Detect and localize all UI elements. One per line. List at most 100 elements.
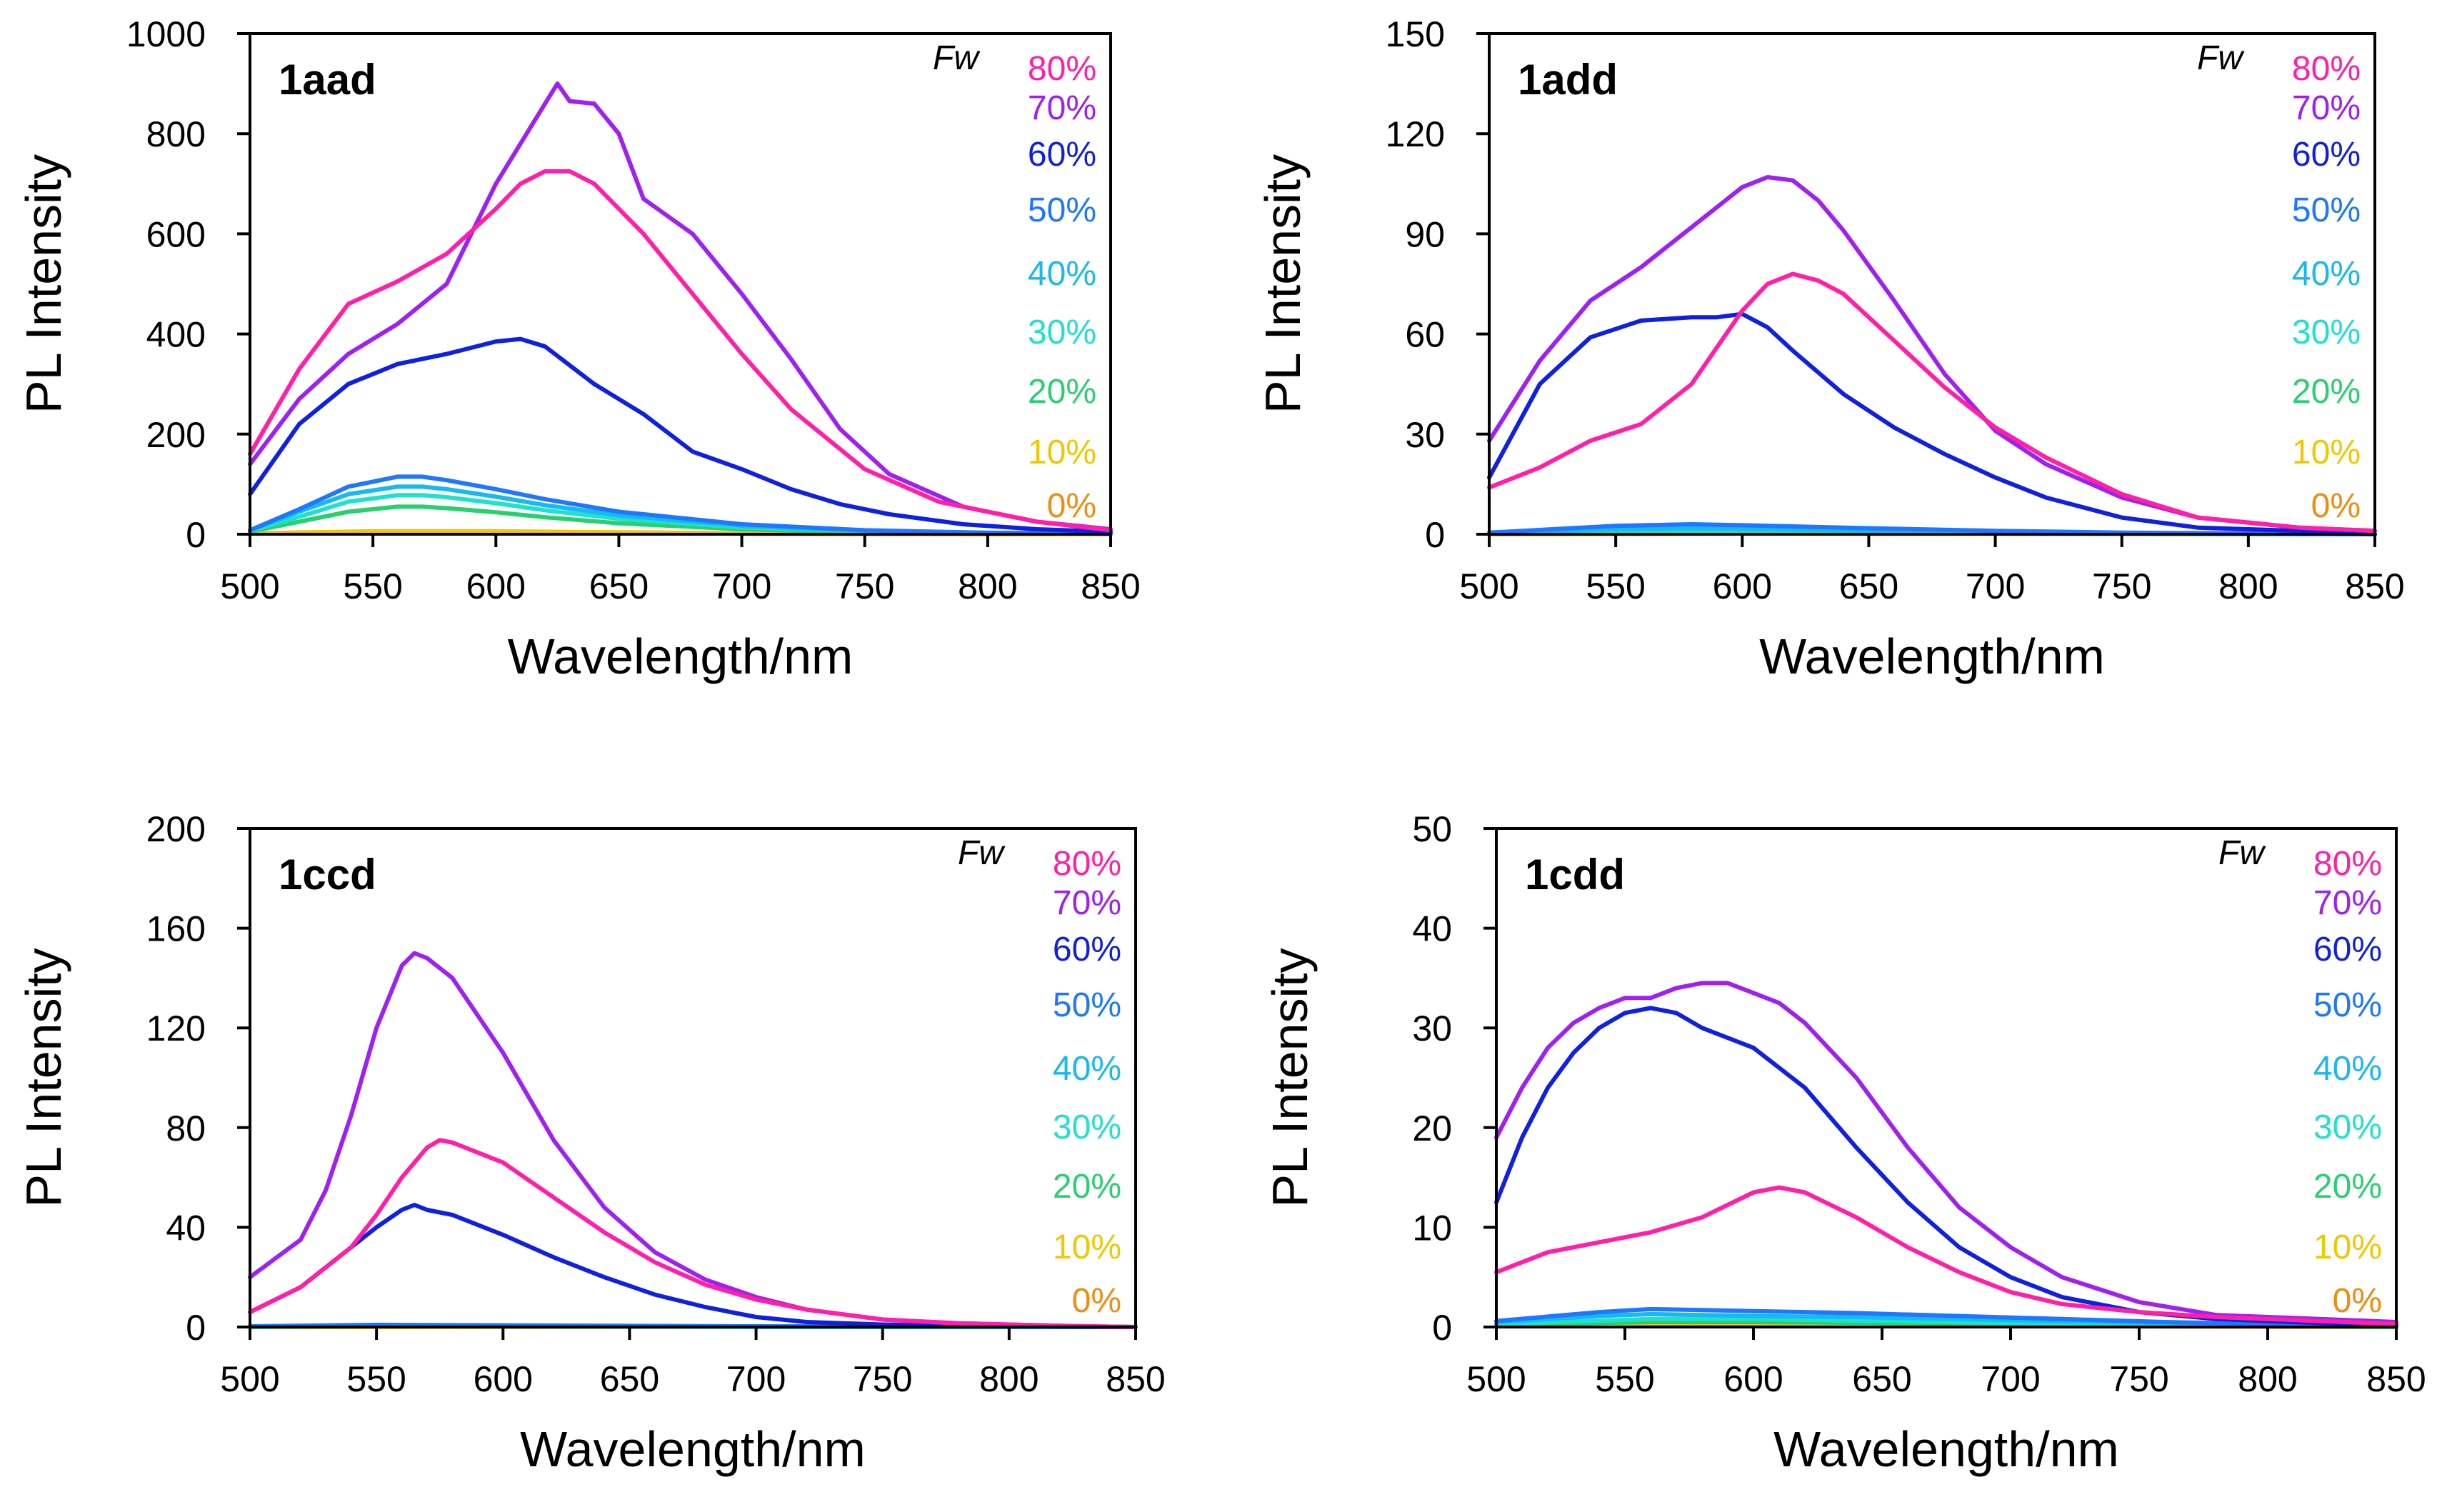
x-axis-label: Wavelength/nm: [520, 1421, 866, 1477]
legend-entry-40pct: 40%: [2313, 1050, 2382, 1088]
legend-entry-70pct: 70%: [1028, 89, 1096, 127]
series-line-60pct: [248, 1203, 1138, 1329]
series-group: [1494, 981, 2398, 1329]
x-tick-label: 800: [2218, 566, 2278, 606]
x-tick-label: 750: [2092, 566, 2151, 606]
x-tick-label: 500: [220, 566, 279, 606]
legend-entry-40pct: 40%: [2292, 255, 2361, 293]
legend-entry-70pct: 70%: [2313, 884, 2382, 922]
legend-entry-30pct: 30%: [1053, 1108, 1121, 1146]
y-tick-label: 200: [146, 809, 206, 849]
x-tick-label: 700: [1981, 1359, 2040, 1399]
x-tick-label: 600: [474, 1359, 533, 1399]
panel-1ccd: 500 550 600 650 700 750 800 850 0 40 80 120 160 200 Wa…: [16, 809, 1166, 1477]
x-tick-label: 750: [853, 1359, 912, 1399]
y-tick-label: 120: [146, 1008, 206, 1048]
legend-entry-10pct: 10%: [1028, 434, 1096, 471]
legend-entry-10pct: 10%: [2292, 434, 2361, 471]
legend-entry-50pct: 50%: [1053, 986, 1121, 1024]
series-line-60pct: [248, 336, 1113, 534]
legend-entry-30pct: 30%: [1028, 314, 1096, 351]
y-tick-label: 150: [1386, 14, 1445, 54]
y-tick-label: 200: [146, 415, 206, 455]
legend-entry-60pct: 60%: [2292, 136, 2361, 174]
legend-entry-20pct: 20%: [2292, 373, 2361, 411]
y-tick-label: 60: [1405, 315, 1445, 355]
legend-entry-40pct: 40%: [1028, 255, 1096, 293]
legend: Fw 80%70% 60% 50% 40% 30% 20% 10% 0%: [2218, 834, 2382, 1320]
series-group: [248, 951, 1138, 1329]
plot-frame: [1488, 32, 2376, 536]
y-tick-label: 1000: [126, 14, 206, 54]
legend-entry-0pct: 0%: [2333, 1282, 2382, 1320]
x-tick-label: 800: [979, 1359, 1039, 1399]
series-line-70pct: [248, 81, 1113, 531]
legend-entry-30pct: 30%: [2292, 314, 2361, 351]
panel-label: 1add: [1518, 56, 1618, 104]
y-tick-label: 40: [1412, 909, 1452, 949]
y-tick-label: 0: [1432, 1308, 1452, 1348]
y-tick-label: 90: [1405, 214, 1445, 254]
legend-entry-50pct: 50%: [2292, 191, 2361, 229]
legend-title: Fw: [933, 39, 981, 77]
x-tick-label: 600: [1723, 1359, 1783, 1399]
y-tick-label: 0: [1425, 515, 1445, 555]
legend-title: Fw: [2218, 834, 2266, 872]
panel-label: 1ccd: [279, 851, 376, 898]
series-line-80pct: [1487, 271, 2377, 534]
legend-entry-20pct: 20%: [2313, 1168, 2382, 1206]
legend-entry-60pct: 60%: [1053, 931, 1121, 968]
legend-entry-0pct: 0%: [1047, 487, 1096, 525]
y-tick-label: 50: [1412, 809, 1452, 849]
y-tick-label: 20: [1412, 1108, 1452, 1148]
legend-entry-50pct: 50%: [1028, 191, 1096, 229]
series-line-60pct: [1487, 311, 2377, 536]
x-tick-label: 650: [1852, 1359, 1911, 1399]
series-line-80pct: [248, 1138, 1138, 1329]
x-tick-label: 800: [2238, 1359, 2297, 1399]
plot-frame: [249, 827, 1137, 1328]
x-tick-label: 550: [346, 1359, 406, 1399]
x-tick-label: 500: [1459, 566, 1518, 606]
legend-entry-10pct: 10%: [2313, 1228, 2382, 1266]
legend-entry-70pct: 70%: [1053, 884, 1121, 922]
y-axis-label: PL Intensity: [16, 154, 71, 414]
x-tick-label: 550: [1586, 566, 1645, 606]
x-tick-label: 850: [1081, 566, 1140, 606]
legend-entry-80pct: 80%: [1053, 845, 1121, 883]
legend-entry-60pct: 60%: [2313, 931, 2382, 968]
panel-label: 1aad: [279, 56, 376, 104]
y-tick-label: 400: [146, 315, 206, 355]
legend: Fw 80%70% 60% 50% 40% 30% 20% 10% 0%: [958, 834, 1121, 1320]
y-tick-label: 160: [146, 909, 206, 949]
legend-entry-0pct: 0%: [2311, 487, 2361, 525]
series-line-80pct: [248, 169, 1113, 533]
y-tick-label: 0: [186, 515, 206, 555]
x-tick-label: 500: [220, 1359, 279, 1399]
legend-title: Fw: [958, 834, 1006, 872]
x-tick-label: 500: [1466, 1359, 1526, 1399]
series-line-60pct: [1494, 1006, 2398, 1328]
plot-frame: [249, 32, 1112, 536]
x-axis-label: Wavelength/nm: [1759, 629, 2105, 684]
x-axis-label: Wavelength/nm: [1773, 1421, 2119, 1477]
panel-label: 1cdd: [1525, 851, 1625, 898]
legend: Fw 80%70% 60% 50% 40% 30% 20% 10% 0%: [2197, 39, 2361, 525]
series-line-70pct: [1494, 981, 2398, 1324]
legend-entry-50pct: 50%: [2313, 986, 2382, 1024]
x-tick-label: 550: [343, 566, 402, 606]
y-tick-label: 40: [166, 1208, 206, 1248]
x-tick-label: 750: [2109, 1359, 2168, 1399]
x-tick-label: 650: [600, 1359, 659, 1399]
legend-entry-30pct: 30%: [2313, 1108, 2382, 1146]
y-tick-label: 120: [1386, 114, 1445, 154]
legend-entry-40pct: 40%: [1053, 1050, 1121, 1088]
series-line-80pct: [1494, 1185, 2398, 1326]
series-group: [248, 81, 1113, 536]
y-axis-label: PL Intensity: [16, 948, 71, 1207]
legend-title: Fw: [2197, 39, 2245, 77]
plot-frame: [1495, 827, 2398, 1328]
y-tick-label: 10: [1412, 1208, 1452, 1248]
legend-entry-60pct: 60%: [1028, 136, 1096, 174]
